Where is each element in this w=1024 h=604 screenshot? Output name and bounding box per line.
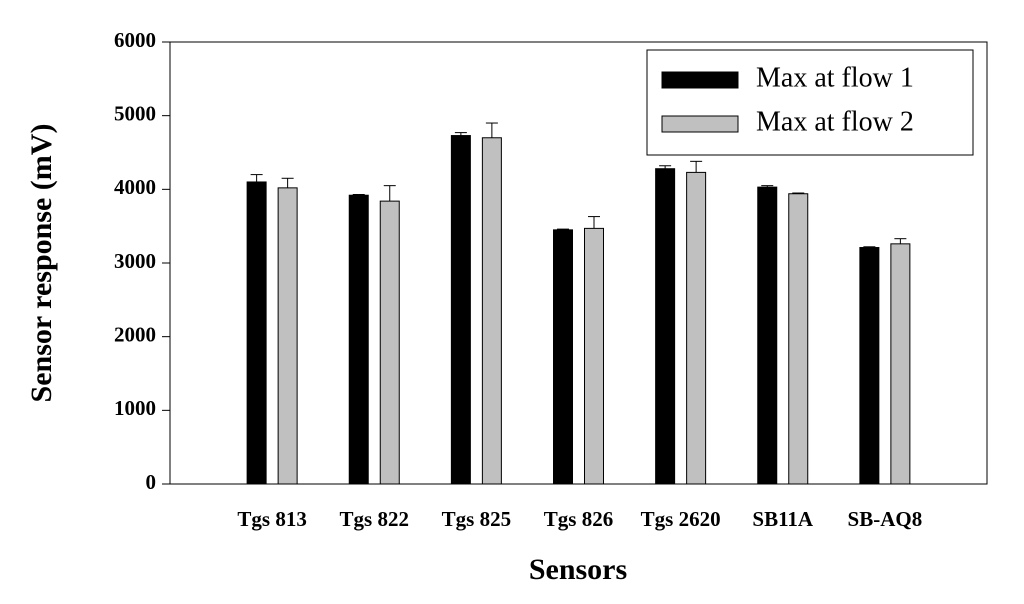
bar bbox=[481, 137, 502, 485]
legend-label: Max at flow 1 bbox=[756, 62, 914, 93]
x-tick-label: Tgs 826 bbox=[544, 507, 613, 531]
x-tick-label: SB11A bbox=[752, 507, 814, 531]
bar bbox=[655, 168, 676, 485]
x-tick-label: Tgs 825 bbox=[442, 507, 511, 531]
legend-swatch bbox=[661, 115, 739, 133]
bar bbox=[859, 247, 880, 485]
x-tick-label: Tgs 2620 bbox=[641, 507, 721, 531]
bar bbox=[348, 194, 369, 485]
bar bbox=[450, 135, 471, 485]
x-tick-label: SB-AQ8 bbox=[848, 507, 923, 531]
legend-swatch bbox=[661, 71, 739, 89]
x-tick-label: Tgs 822 bbox=[340, 507, 409, 531]
x-axis-title: Sensors bbox=[529, 553, 627, 586]
bar bbox=[757, 186, 778, 485]
bar bbox=[246, 181, 267, 485]
bar bbox=[788, 193, 809, 485]
bar bbox=[584, 227, 604, 485]
bar bbox=[686, 171, 707, 485]
bar bbox=[379, 200, 400, 485]
x-tick-label: Tgs 813 bbox=[237, 507, 306, 531]
y-tick-label: 6000 bbox=[114, 28, 156, 52]
y-tick-label: 1000 bbox=[114, 396, 156, 420]
legend-box bbox=[646, 49, 974, 156]
y-tick-label: 2000 bbox=[114, 322, 156, 346]
bar bbox=[277, 187, 298, 485]
y-tick-label: 3000 bbox=[114, 249, 156, 273]
bar bbox=[890, 243, 911, 485]
y-tick-label: 0 bbox=[146, 470, 157, 494]
legend-label: Max at flow 2 bbox=[756, 106, 914, 137]
y-tick-label: 4000 bbox=[114, 175, 156, 199]
bar bbox=[553, 229, 573, 485]
y-tick-label: 5000 bbox=[114, 101, 156, 125]
y-axis-title: Sensor response (mV) bbox=[25, 124, 58, 403]
